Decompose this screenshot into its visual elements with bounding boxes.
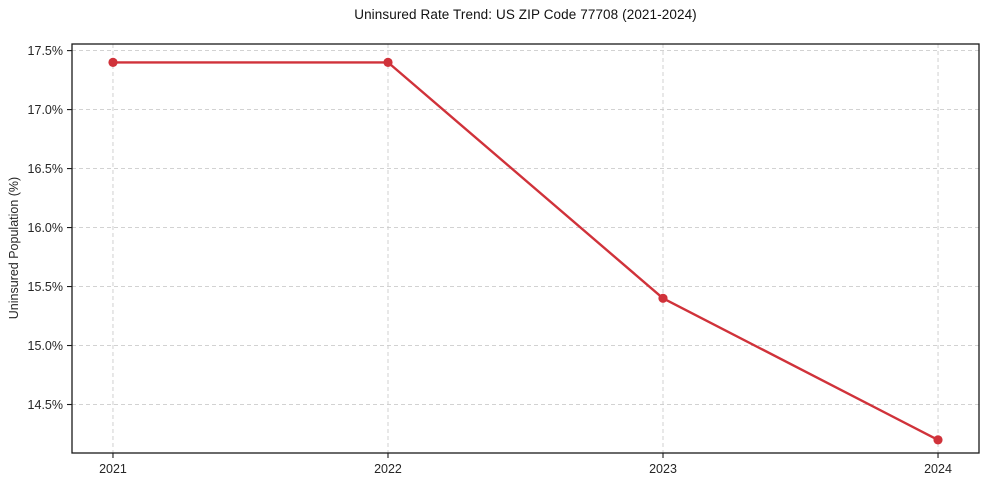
chart-title: Uninsured Rate Trend: US ZIP Code 77708 … [354,7,697,22]
trend-line [111,61,940,442]
data-point [108,57,118,67]
y-tick-label: 16.5% [28,162,63,176]
x-tick-label: 2023 [649,462,677,476]
plot-border [71,43,980,454]
data-point [383,57,393,67]
y-tick-label: 14.5% [28,398,63,412]
x-tick-label: 2021 [99,462,127,476]
y-tick-label: 17.0% [28,103,63,117]
x-tick-label: 2022 [374,462,402,476]
y-tick-label: 16.0% [28,221,63,235]
data-point [933,435,943,445]
data-point [658,293,668,303]
y-tick-label: 17.5% [28,44,63,58]
x-tick-label: 2024 [924,462,952,476]
y-tick-label: 15.5% [28,280,63,294]
y-tick-label: 15.0% [28,339,63,353]
